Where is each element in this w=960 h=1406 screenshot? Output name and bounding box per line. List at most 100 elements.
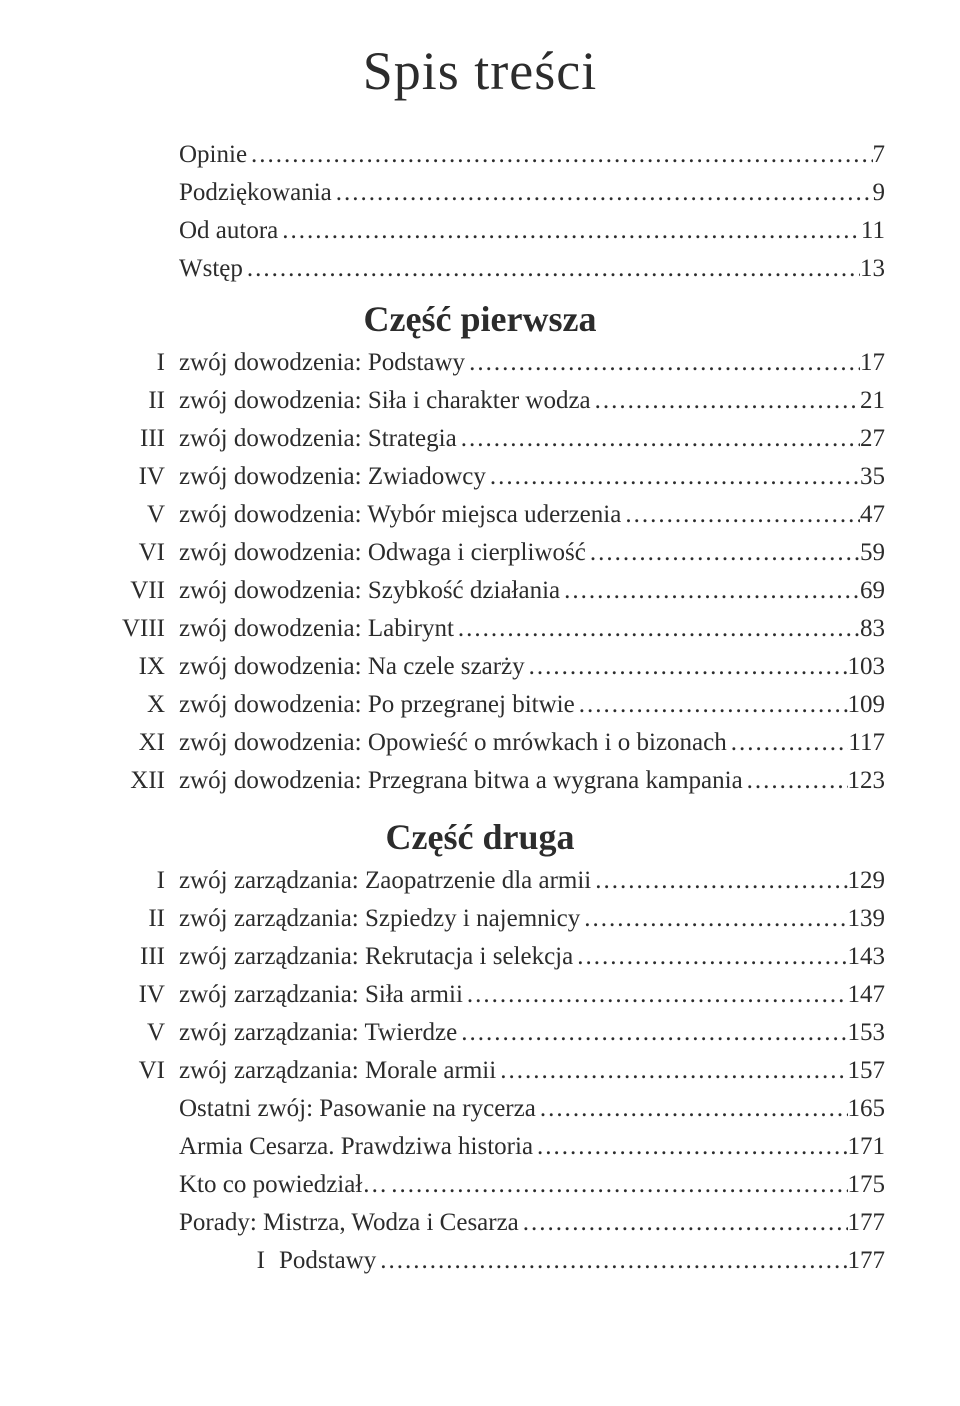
toc-entry-page: 123 — [848, 762, 886, 800]
toc-leader-dots — [525, 648, 848, 686]
toc-entry-page: 117 — [848, 724, 885, 762]
toc-entry-roman: VII — [75, 572, 179, 610]
toc-leader-dots — [463, 976, 848, 1014]
toc-entry-roman: XI — [75, 724, 179, 762]
toc-entry-label: zwój dowodzenia: Podstawy — [179, 344, 465, 382]
toc-entry-page: 109 — [848, 686, 886, 724]
toc-entry-page: 47 — [860, 496, 885, 534]
toc-entry-label: zwój dowodzenia: Strategia — [179, 420, 457, 458]
toc-entry: IIIzwój zarządzania: Rekrutacja i selekc… — [75, 938, 885, 976]
toc-entry-roman: IV — [75, 458, 179, 496]
toc-entry-page: 143 — [848, 938, 886, 976]
toc-entry: VIzwój zarządzania: Morale armii157 — [75, 1052, 885, 1090]
toc-entry-page: 13 — [860, 250, 885, 288]
toc-entry-page: 171 — [848, 1128, 886, 1166]
toc-entry-page: 17 — [860, 344, 885, 382]
toc-entry: Porady: Mistrza, Wodza i Cesarza 177 — [75, 1204, 885, 1242]
toc-entry-label: zwój zarządzania: Zaopatrzenie dla armii — [179, 862, 591, 900]
toc-leader-dots — [743, 762, 848, 800]
toc-entry: Vzwój dowodzenia: Wybór miejsca uderzeni… — [75, 496, 885, 534]
toc-entry-page: 35 — [860, 458, 885, 496]
toc-leader-dots — [575, 686, 848, 724]
toc-entry-label: Wstęp — [179, 250, 243, 288]
toc-entry-page: 27 — [860, 420, 885, 458]
toc-entry-label: Od autora — [179, 212, 278, 250]
toc-entry-roman: V — [75, 1014, 179, 1052]
toc-leader-dots — [278, 212, 861, 250]
toc-entry-roman: V — [75, 496, 179, 534]
toc-entry-roman: XII — [75, 762, 179, 800]
toc-entry: Vzwój zarządzania: Twierdze 153 — [75, 1014, 885, 1052]
toc-entry-page: 59 — [860, 534, 885, 572]
toc-entry: VIzwój dowodzenia: Odwaga i cierpliwość5… — [75, 534, 885, 572]
toc-leader-dots — [536, 1090, 848, 1128]
toc-entry-page: 9 — [873, 174, 886, 212]
toc-entry-label: Kto co powiedział… — [179, 1166, 387, 1204]
toc-entry-roman: II — [75, 382, 179, 420]
toc-entry-roman: X — [75, 686, 179, 724]
toc-entry: Armia Cesarza. Prawdziwa historia 171 — [75, 1128, 885, 1166]
toc-entry: Podziękowania9 — [75, 174, 885, 212]
toc-leader-dots — [376, 1242, 847, 1280]
toc-entry-page: 153 — [848, 1014, 886, 1052]
toc-leader-dots — [496, 1052, 847, 1090]
toc-entry-label: zwój dowodzenia: Przegrana bitwa a wygra… — [179, 762, 743, 800]
toc-entry-page: 177 — [848, 1242, 886, 1280]
toc-entry: XIzwój dowodzenia: Opowieść o mrówkach i… — [75, 724, 885, 762]
toc-entry-page: 175 — [848, 1166, 886, 1204]
toc-entry: IIzwój zarządzania: Szpiedzy i najemnicy… — [75, 900, 885, 938]
toc-part-block: Część druga Izwój zarządzania: Zaopatrzen… — [75, 816, 885, 1280]
toc-entry-label: Armia Cesarza. Prawdziwa historia — [179, 1128, 533, 1166]
part-heading: Część druga — [75, 816, 885, 858]
toc-entry-roman: I — [75, 344, 179, 382]
toc-entry-label: zwój dowodzenia: Labirynt — [179, 610, 454, 648]
toc-leader-dots — [332, 174, 873, 212]
toc-entry-roman: III — [75, 938, 179, 976]
toc-entry-label: zwój zarządzania: Morale armii — [179, 1052, 496, 1090]
toc-entry-page: 83 — [860, 610, 885, 648]
toc-entry: IIzwój dowodzenia: Siła i charakter wodz… — [75, 382, 885, 420]
toc-entry: Izwój dowodzenia: Podstawy 17 — [75, 344, 885, 382]
toc-entry-page: 21 — [860, 382, 885, 420]
toc-entry-label: zwój dowodzenia: Wybór miejsca uderzenia — [179, 496, 621, 534]
toc-entry: XIIzwój dowodzenia: Przegrana bitwa a wy… — [75, 762, 885, 800]
page-root: Spis treści Opinie7Podziękowania9Od auto… — [0, 0, 960, 1406]
toc-entry-label: zwój dowodzenia: Szybkość działania — [179, 572, 560, 610]
toc-entry: VIIzwój dowodzenia: Szybkość działania 69 — [75, 572, 885, 610]
toc-leader-dots — [573, 938, 847, 976]
toc-leader-dots — [727, 724, 849, 762]
toc-entry-page: 147 — [848, 976, 886, 1014]
toc-entry: Opinie7 — [75, 136, 885, 174]
toc-entry: Od autora 11 — [75, 212, 885, 250]
toc-entry-roman: VIII — [75, 610, 179, 648]
toc-entry-page: 69 — [860, 572, 885, 610]
toc-entry: Izwój zarządzania: Zaopatrzenie dla armi… — [75, 862, 885, 900]
toc-leader-dots — [247, 136, 872, 174]
toc-entry: IIIzwój dowodzenia: Strategia 27 — [75, 420, 885, 458]
toc-leader-dots — [591, 862, 847, 900]
toc-leader-dots — [243, 250, 860, 288]
page-title: Spis treści — [75, 40, 885, 102]
toc-entry-roman: IV — [75, 976, 179, 1014]
toc-entry: Xzwój dowodzenia: Po przegranej bitwie10… — [75, 686, 885, 724]
toc-entry: IXzwój dowodzenia: Na czele szarży103 — [75, 648, 885, 686]
toc-entry-page: 157 — [848, 1052, 886, 1090]
toc-leader-dots — [580, 900, 847, 938]
toc-leader-dots — [519, 1204, 848, 1242]
toc-leader-dots — [591, 382, 860, 420]
toc-leader-dots — [387, 1166, 847, 1204]
toc-entry-label: zwój dowodzenia: Siła i charakter wodza — [179, 382, 591, 420]
toc-entry-roman: IX — [75, 648, 179, 686]
toc-entry-label: zwój zarządzania: Siła armii — [179, 976, 463, 1014]
toc-leader-dots — [457, 1014, 847, 1052]
toc-entry-roman: III — [75, 420, 179, 458]
toc-entry-roman: VI — [75, 534, 179, 572]
toc-entry-label: Ostatni zwój: Pasowanie na rycerza — [179, 1090, 536, 1128]
toc-entry-page: 11 — [861, 212, 885, 250]
toc-entry: IVzwój zarządzania: Siła armii 147 — [75, 976, 885, 1014]
toc-entry-page: 139 — [848, 900, 886, 938]
toc-entry-label: zwój zarządzania: Twierdze — [179, 1014, 457, 1052]
toc-entry-label: Porady: Mistrza, Wodza i Cesarza — [179, 1204, 519, 1242]
toc-entry-page: 177 — [848, 1204, 886, 1242]
toc-entry: Ostatni zwój: Pasowanie na rycerza165 — [75, 1090, 885, 1128]
